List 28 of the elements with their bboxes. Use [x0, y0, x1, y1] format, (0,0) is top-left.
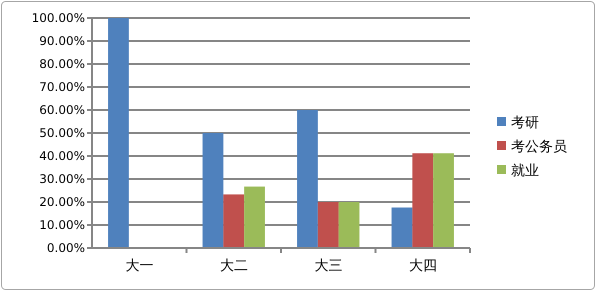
y-tick-label: 70.00% — [39, 80, 85, 94]
y-tick-label: 100.00% — [32, 11, 85, 25]
bar — [412, 153, 434, 248]
x-tick-label: 大一 — [125, 258, 154, 274]
y-tick-label: 90.00% — [39, 34, 85, 48]
y-tick-label: 10.00% — [39, 218, 85, 232]
legend-label: 考研 — [511, 115, 539, 131]
x-tick-label: 大二 — [220, 258, 248, 274]
bar — [202, 133, 224, 248]
y-tick-label: 60.00% — [39, 103, 85, 117]
bar — [223, 194, 244, 248]
y-tick-label: 30.00% — [39, 172, 85, 186]
legend-label: 考公务员 — [511, 139, 567, 155]
bar — [244, 186, 265, 248]
bar — [392, 208, 412, 248]
bar — [108, 18, 129, 248]
bar — [297, 110, 318, 248]
y-tick-label: 40.00% — [39, 149, 85, 163]
x-tick-label: 大三 — [314, 258, 342, 274]
y-tick-label: 50.00% — [39, 126, 85, 140]
y-tick-label: 80.00% — [39, 57, 85, 71]
x-tick-label: 大四 — [408, 258, 437, 274]
y-tick-label: 0.00% — [46, 241, 85, 255]
bar — [433, 153, 454, 248]
bar — [318, 202, 339, 248]
legend-label: 就业 — [511, 163, 539, 179]
bar — [338, 202, 360, 248]
y-tick-label: 20.00% — [39, 195, 85, 209]
